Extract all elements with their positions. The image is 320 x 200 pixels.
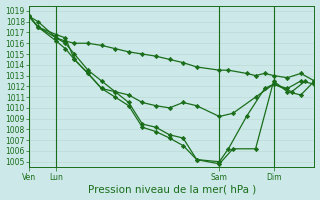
X-axis label: Pression niveau de la mer( hPa ): Pression niveau de la mer( hPa ) (88, 184, 256, 194)
